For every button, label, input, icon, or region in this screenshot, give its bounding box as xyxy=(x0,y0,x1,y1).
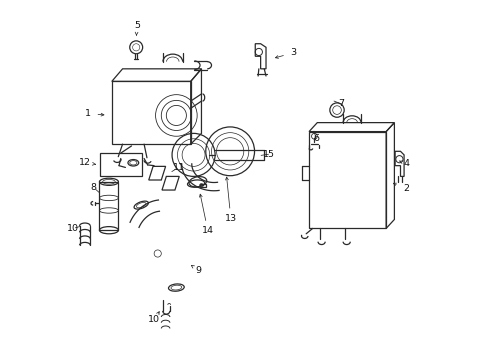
Text: 15: 15 xyxy=(263,150,274,159)
Text: 3: 3 xyxy=(290,48,296,57)
Text: 9: 9 xyxy=(195,266,201,275)
Text: 5: 5 xyxy=(134,21,140,30)
Bar xyxy=(100,153,142,176)
Text: 7: 7 xyxy=(338,99,344,108)
Text: 8: 8 xyxy=(90,183,96,192)
Bar xyxy=(112,81,190,144)
Text: 12: 12 xyxy=(79,158,91,167)
Text: 6: 6 xyxy=(313,134,319,143)
Text: 13: 13 xyxy=(224,214,237,223)
Text: 10: 10 xyxy=(67,224,79,233)
Text: 4: 4 xyxy=(403,159,409,168)
Bar xyxy=(199,184,206,187)
Text: 1: 1 xyxy=(84,109,90,118)
Text: 10: 10 xyxy=(148,315,160,324)
Text: 11: 11 xyxy=(172,163,184,172)
Text: 14: 14 xyxy=(202,226,213,235)
Text: 2: 2 xyxy=(402,184,408,193)
Bar xyxy=(308,132,386,228)
